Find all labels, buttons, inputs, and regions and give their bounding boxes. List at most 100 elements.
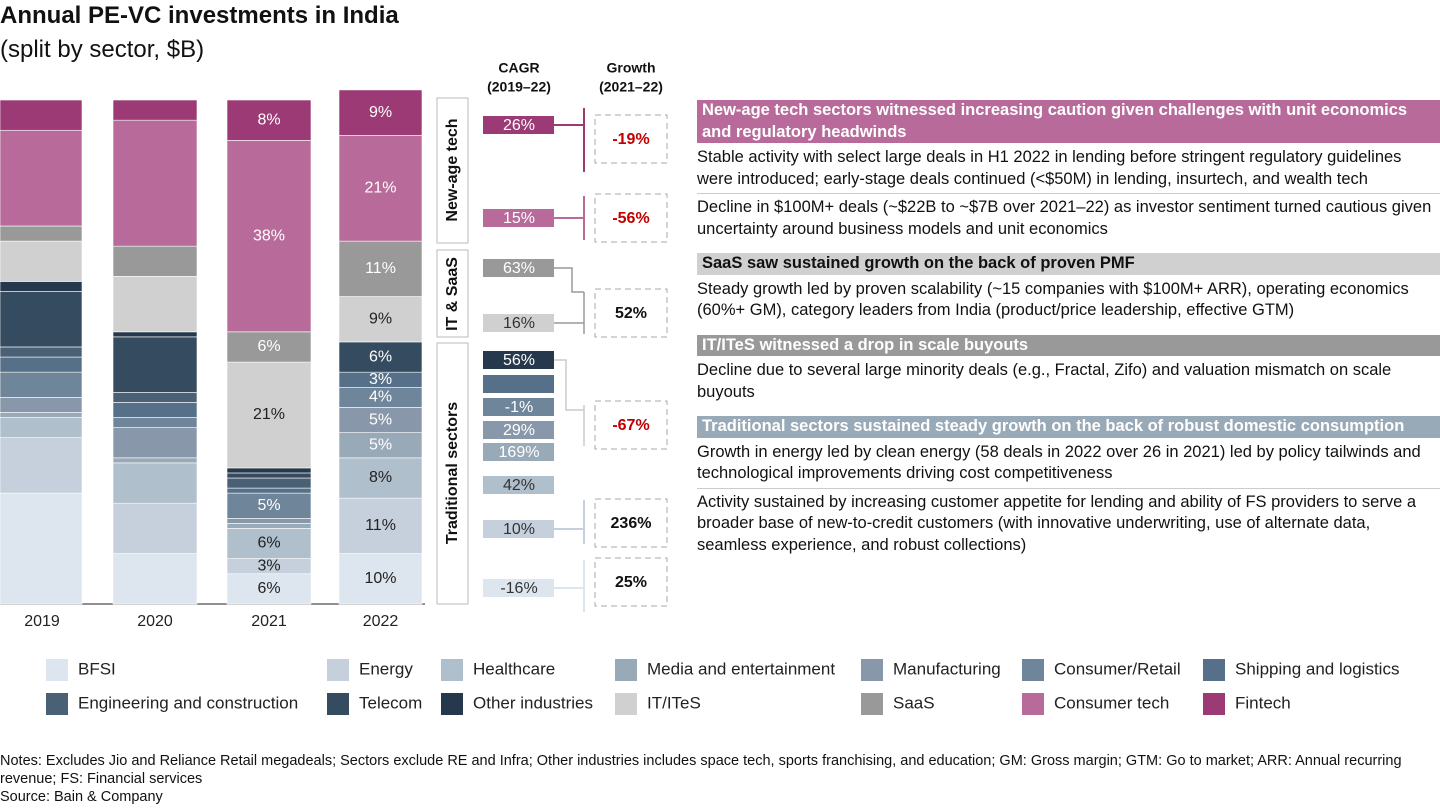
bar-segment bbox=[112, 402, 198, 418]
value-label: 3% bbox=[257, 557, 280, 574]
bar-segment bbox=[226, 523, 312, 529]
legend-swatch bbox=[861, 693, 883, 715]
value-label: 4% bbox=[369, 389, 392, 406]
legend-label: Healthcare bbox=[473, 659, 555, 678]
bar-segment bbox=[0, 437, 83, 494]
bar-segment bbox=[112, 502, 198, 554]
legend-swatch bbox=[441, 659, 463, 681]
legend-swatch bbox=[1022, 693, 1044, 715]
cagr-box bbox=[483, 476, 554, 494]
cagr-label: -16% bbox=[500, 580, 537, 597]
connectors bbox=[554, 108, 585, 612]
value-label: 21% bbox=[364, 179, 396, 196]
connector bbox=[554, 267, 585, 334]
value-label: 6% bbox=[257, 580, 280, 597]
legend-label: Manufacturing bbox=[893, 659, 1001, 678]
value-label: 5% bbox=[369, 411, 392, 428]
bar-segment bbox=[226, 528, 312, 559]
connector bbox=[554, 196, 585, 240]
growth-label: 52% bbox=[615, 305, 647, 322]
bar-segment bbox=[112, 462, 198, 504]
bar-segment bbox=[226, 361, 312, 469]
legend-label: Other industries bbox=[473, 693, 593, 712]
value-label: 11% bbox=[365, 517, 396, 534]
connector bbox=[554, 108, 585, 172]
group-label: Traditional sectors bbox=[444, 402, 461, 544]
cagr-box bbox=[483, 259, 554, 277]
legend-swatch bbox=[615, 659, 637, 681]
cagr-box bbox=[483, 579, 554, 597]
cagr-label: 15% bbox=[503, 210, 535, 227]
value-label: 11% bbox=[365, 260, 396, 277]
bar-segment bbox=[0, 371, 83, 398]
value-label: 6% bbox=[369, 348, 392, 365]
value-label: 9% bbox=[369, 104, 392, 121]
growth-box bbox=[594, 498, 668, 548]
growth-label: 25% bbox=[615, 574, 647, 591]
cagr-box bbox=[483, 351, 554, 369]
column-title: Growth bbox=[607, 60, 656, 76]
section-item: Steady growth led by proven scalability … bbox=[697, 279, 1409, 320]
growth-box bbox=[594, 557, 668, 607]
bar-segment bbox=[112, 119, 198, 247]
commentary-section: Traditional sectors sustained steady gro… bbox=[697, 416, 1440, 559]
legend-label: Fintech bbox=[1235, 693, 1291, 712]
bar-segment bbox=[338, 134, 423, 242]
section-item: Activity sustained by increasing custome… bbox=[697, 492, 1417, 554]
legend-swatch bbox=[1022, 659, 1044, 681]
x-tick-label: 2019 bbox=[24, 613, 60, 630]
legend-swatch bbox=[441, 693, 463, 715]
value-label: 8% bbox=[369, 469, 392, 486]
section-header: IT/ITeS witnessed a drop in scale buyout… bbox=[697, 334, 1440, 356]
legend-swatch bbox=[46, 693, 68, 715]
section-item: Stable activity with select large deals … bbox=[697, 147, 1440, 194]
group-label: IT & SaaS bbox=[444, 257, 461, 331]
section-header: Traditional sectors sustained steady gro… bbox=[697, 416, 1440, 438]
growth-label: 236% bbox=[611, 515, 652, 532]
legend-label: Consumer/Retail bbox=[1054, 659, 1181, 678]
bar-segment bbox=[0, 356, 83, 373]
connector bbox=[554, 560, 585, 612]
bar-segment bbox=[226, 518, 312, 524]
cagr-box bbox=[483, 375, 554, 393]
value-label: 5% bbox=[257, 497, 280, 514]
bar-segment bbox=[338, 240, 423, 297]
bar-segment bbox=[0, 291, 83, 348]
legend-label: Media and entertainment bbox=[647, 659, 835, 678]
group-label: New-age tech bbox=[444, 118, 461, 221]
legend-label: Consumer tech bbox=[1054, 693, 1169, 712]
legend-swatch bbox=[327, 693, 349, 715]
cagr-box bbox=[483, 520, 554, 538]
chart-subtitle: (split by sector, $B) bbox=[0, 36, 205, 63]
cagr-label: 10% bbox=[503, 521, 535, 538]
legend-label: SaaS bbox=[893, 693, 935, 712]
commentary-section: IT/ITeS witnessed a drop in scale buyout… bbox=[697, 334, 1440, 407]
legend-label: Shipping and logistics bbox=[1235, 659, 1399, 678]
column-title: (2021–22) bbox=[599, 79, 663, 95]
value-label: 6% bbox=[257, 535, 280, 552]
bar-segment bbox=[338, 457, 423, 499]
commentary-section: New-age tech sectors witnessed increasin… bbox=[697, 100, 1440, 243]
value-label: 21% bbox=[253, 406, 285, 423]
cagr-label: 26% bbox=[503, 117, 535, 134]
section-header: New-age tech sectors witnessed increasin… bbox=[697, 100, 1440, 143]
group-bracket bbox=[436, 97, 469, 244]
commentary-section: SaaS saw sustained growth on the back of… bbox=[697, 253, 1440, 325]
cagr-label: 42% bbox=[503, 477, 535, 494]
bar-segment bbox=[0, 281, 83, 292]
legend-label: BFSI bbox=[78, 659, 116, 678]
bar-segment bbox=[338, 296, 423, 343]
legend-swatch bbox=[615, 693, 637, 715]
bar-segment bbox=[338, 553, 423, 605]
bar-segment bbox=[226, 492, 312, 519]
notes: Notes: Excludes Jio and Reliance Retail … bbox=[0, 752, 1440, 806]
column-title: CAGR bbox=[498, 60, 539, 76]
x-tick-label: 2022 bbox=[363, 613, 399, 630]
bar-segment bbox=[226, 140, 312, 333]
bar-segment bbox=[112, 457, 198, 464]
bar-segment bbox=[112, 99, 198, 121]
bar-segment bbox=[0, 99, 83, 131]
bar-segment bbox=[226, 573, 312, 605]
bar-segment bbox=[0, 129, 83, 227]
chart-title: Annual PE-VC investments in India bbox=[0, 2, 399, 29]
